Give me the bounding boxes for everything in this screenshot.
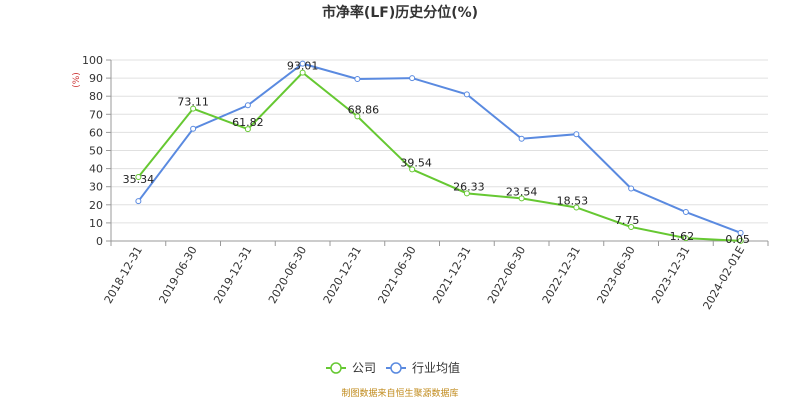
y-tick-label-70: 70 [89, 108, 103, 121]
series-1-point-5 [409, 75, 416, 82]
series-1-point-4 [354, 76, 361, 83]
series-group [135, 60, 744, 244]
x-tick-label-2021-12-31: 2021-12-31 [430, 244, 473, 306]
series-0-point-6 [463, 190, 470, 197]
series-1-point-0 [135, 198, 142, 205]
data-label-9: 7.75 [615, 214, 640, 227]
x-tick-label-2019-12-31: 2019-12-31 [211, 244, 254, 306]
series-0-point-10 [682, 235, 689, 242]
legend-label-0: 公司 [352, 361, 376, 375]
data-label-6: 26.33 [453, 180, 485, 193]
x-tick-label-2022-12-31: 2022-12-31 [540, 244, 583, 306]
x-tick-label-2024-02-01E: 2024-02-01E [701, 244, 748, 312]
x-tick-label-2019-06-30: 2019-06-30 [156, 244, 199, 306]
data-label-3: 93.01 [287, 60, 319, 73]
series-0-point-0 [135, 174, 142, 181]
x-tick-label-2023-06-30: 2023-06-30 [594, 244, 637, 306]
data-label-7: 23.54 [506, 185, 538, 198]
series-1-point-7 [518, 135, 525, 142]
legend-swatch-marker-0 [330, 362, 342, 374]
series-line-1 [137, 62, 741, 234]
y-tick-label-60: 60 [89, 126, 103, 139]
y-tick-label-10: 10 [89, 217, 103, 230]
y-tick-label-40: 40 [89, 163, 103, 176]
x-axis-ticks: 2018-12-31 2019-06-30 2019-12-31 2020-06-30… [102, 241, 769, 312]
source-note: 制图数据来自恒生聚源数据库 [341, 387, 458, 399]
series-0-point-8 [573, 204, 580, 211]
series-0-point-3 [299, 69, 306, 76]
series-0-point-4 [354, 113, 361, 120]
series-1-point-11 [737, 229, 744, 236]
series-line-0 [137, 71, 741, 242]
y-tick-label-80: 80 [89, 90, 103, 103]
data-label-5: 39.54 [400, 156, 432, 169]
legend-label-1: 行业均值 [412, 360, 460, 375]
series-1-point-6 [463, 91, 470, 98]
series-1-point-10 [682, 209, 689, 216]
y-tick-label-90: 90 [89, 72, 103, 85]
y-tick-label-0: 0 [96, 235, 103, 248]
series-0-point-11 [737, 237, 744, 244]
series-0-point-2 [244, 126, 251, 133]
series-0-point-9 [628, 223, 635, 230]
data-label-4: 68.86 [348, 103, 380, 116]
data-label-10: 1.62 [670, 230, 695, 243]
x-tick-label-2023-12-31: 2023-12-31 [649, 244, 692, 306]
series-0-point-1 [190, 105, 197, 112]
legend[interactable]: 公司 行业均值 [326, 360, 460, 375]
series-1-point-8 [573, 131, 580, 138]
series-1-point-9 [628, 185, 635, 192]
y-tick-label-30: 30 [89, 181, 103, 194]
data-label-0: 35.34 [123, 173, 155, 186]
y-tick-label-100: 100 [82, 54, 103, 67]
data-label-8: 18.53 [557, 194, 589, 207]
x-tick-label-2020-06-30: 2020-06-30 [266, 244, 309, 306]
series-1-point-1 [190, 125, 197, 132]
legend-item-0[interactable]: 公司 [326, 361, 376, 375]
x-tick-label-2020-12-31: 2020-12-31 [321, 244, 364, 306]
legend-item-1[interactable]: 行业均值 [386, 360, 460, 375]
y-tick-label-50: 50 [89, 145, 103, 158]
grid-lines [111, 59, 768, 224]
data-labels: 35.34 73.11 61.82 93.01 68.86 39.54 26.33 23.54… [123, 60, 750, 246]
y-tick-label-20: 20 [89, 199, 103, 212]
data-label-1: 73.11 [177, 96, 209, 109]
x-tick-label-2021-06-30: 2021-06-30 [375, 244, 418, 306]
data-label-11: 0.05 [725, 233, 750, 246]
x-tick-label-2022-06-30: 2022-06-30 [485, 244, 528, 306]
series-1-point-2 [244, 102, 251, 109]
series-0-point-5 [409, 166, 416, 173]
series-0-point-7 [518, 195, 525, 202]
data-label-2: 61.82 [232, 116, 264, 129]
y-axis-unit: (%) [72, 72, 82, 88]
chart-title: 市净率(LF)历史分位(%) [322, 4, 478, 21]
y-axis-ticks: 0 10 20 30 40 50 60 70 80 90 100 [82, 54, 111, 248]
x-tick-label-2018-12-31: 2018-12-31 [102, 244, 145, 306]
series-1-point-3 [299, 60, 306, 67]
legend-swatch-marker-1 [390, 362, 402, 374]
